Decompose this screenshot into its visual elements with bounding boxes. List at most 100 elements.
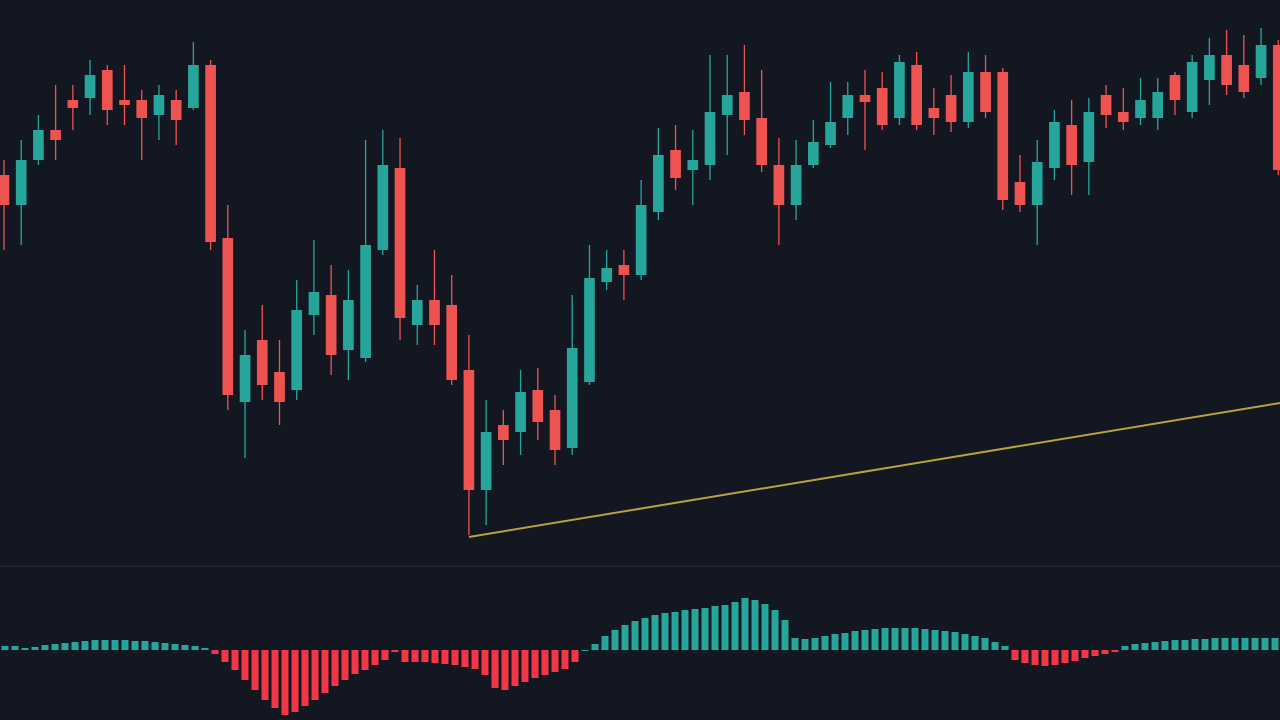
histogram-bar <box>731 602 739 650</box>
histogram-bar <box>1101 650 1109 654</box>
histogram-bar <box>411 650 419 662</box>
candle-body <box>1169 75 1181 100</box>
candle-body <box>618 265 630 275</box>
candle-body <box>997 72 1009 200</box>
histogram-bar <box>321 650 329 693</box>
histogram-bar <box>351 650 359 674</box>
histogram-bar <box>751 600 759 650</box>
histogram-bar <box>551 650 559 672</box>
candle-body <box>1117 112 1129 122</box>
histogram-bar <box>641 618 649 650</box>
histogram-bar <box>211 650 219 654</box>
histogram-bar <box>681 610 689 650</box>
candle-body <box>584 278 595 382</box>
candle-body <box>566 348 578 448</box>
histogram-bar <box>81 641 89 650</box>
candle-body <box>928 108 940 118</box>
candle-body <box>980 72 991 112</box>
histogram-bar <box>741 598 749 650</box>
candle-body <box>894 62 905 118</box>
candle-body <box>274 372 285 402</box>
candle-body <box>1066 125 1077 165</box>
candle-body <box>256 340 268 385</box>
histogram-bar <box>691 609 699 650</box>
histogram-bar <box>21 648 29 650</box>
histogram-bar <box>701 608 709 650</box>
histogram-bar <box>611 630 619 650</box>
histogram-bar <box>51 644 59 650</box>
candle-body <box>205 65 216 242</box>
histogram-bar <box>891 628 899 650</box>
histogram-bar <box>301 650 309 706</box>
candle-body <box>962 72 974 122</box>
candle-body <box>239 355 251 402</box>
histogram-bar <box>621 625 629 650</box>
histogram-bar <box>991 642 999 650</box>
candle-body <box>549 410 561 450</box>
histogram-bar <box>1011 650 1019 660</box>
histogram-bar <box>791 638 799 650</box>
histogram-bar <box>581 650 589 651</box>
histogram-bar <box>131 641 139 650</box>
histogram-bar <box>461 650 469 667</box>
candle-body <box>119 100 130 105</box>
candle-body <box>515 392 526 432</box>
histogram-bar <box>281 650 289 715</box>
histogram-bar <box>361 650 369 670</box>
candle-body <box>170 100 182 120</box>
histogram-bar <box>851 631 859 650</box>
candle-body <box>842 95 854 118</box>
candle-body <box>945 95 957 122</box>
histogram-bar <box>261 650 269 700</box>
candle-body <box>1083 112 1095 162</box>
candle-body <box>463 370 475 490</box>
candle-body <box>653 155 664 212</box>
histogram-bar <box>241 650 249 680</box>
histogram-bar <box>451 650 459 665</box>
candle-body <box>136 100 148 118</box>
histogram-bar <box>601 636 609 650</box>
candle-body <box>291 310 303 390</box>
histogram-bar <box>441 650 449 664</box>
histogram-bar <box>151 642 159 650</box>
candle-body <box>1031 162 1043 205</box>
candle-body <box>33 130 44 160</box>
candle-body <box>308 292 320 315</box>
histogram-bar <box>1221 638 1229 650</box>
histogram-bar <box>101 640 109 650</box>
candle-body <box>790 165 802 205</box>
candle-body <box>859 95 871 102</box>
histogram-bar <box>61 643 69 650</box>
histogram-bar <box>291 650 299 712</box>
histogram-bar <box>1141 643 1149 650</box>
histogram-bar <box>771 610 779 650</box>
histogram-bar <box>971 636 979 650</box>
candle-body <box>1049 122 1060 168</box>
histogram-bar <box>121 640 129 650</box>
candle-body <box>1014 182 1026 205</box>
histogram-bar <box>831 634 839 650</box>
histogram-bar <box>1171 640 1179 650</box>
histogram-bar <box>841 633 849 650</box>
candle-body <box>911 65 922 125</box>
histogram-bar <box>571 650 579 662</box>
candle-body <box>377 165 389 250</box>
candle-body <box>498 425 509 440</box>
histogram-bar <box>911 628 919 650</box>
histogram-bar <box>481 650 489 675</box>
histogram-bar <box>721 605 729 650</box>
histogram-bar <box>171 644 179 650</box>
histogram-bar <box>1081 650 1089 658</box>
histogram-bar <box>471 650 479 669</box>
candle-body <box>601 268 613 282</box>
histogram-bar <box>231 650 239 670</box>
histogram-bar <box>1131 644 1139 650</box>
histogram-bar <box>711 606 719 650</box>
histogram-bar <box>631 621 639 650</box>
histogram-bar <box>1161 641 1169 650</box>
histogram-bar <box>531 650 539 678</box>
histogram-bar <box>1191 639 1199 650</box>
histogram-bar <box>811 638 819 650</box>
histogram-bar <box>1241 638 1249 650</box>
